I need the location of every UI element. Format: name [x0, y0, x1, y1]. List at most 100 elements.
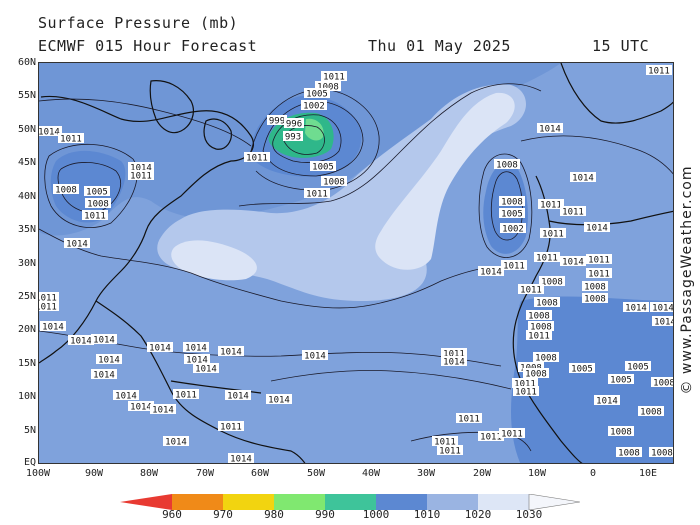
- isobar-label-bg: [225, 390, 251, 400]
- isobar-label-bg: [584, 222, 610, 232]
- isobar-label-bg: [113, 390, 139, 400]
- isobar-label-bg: [608, 374, 634, 384]
- isobar-label: 1011: [503, 262, 525, 272]
- isobar-label-bg: [58, 133, 84, 143]
- scale-label: 1000: [362, 508, 390, 521]
- isobar-label-bg: [570, 172, 596, 182]
- lon-label: 90W: [84, 468, 104, 479]
- lat-label: 15N: [17, 358, 36, 369]
- copyright-watermark: © www.PassageWeather.com: [676, 130, 698, 430]
- isobar-label-bg: [528, 321, 554, 331]
- fill-zone-very-high-east: [375, 92, 515, 270]
- isobar-label: 1014: [304, 352, 326, 362]
- isobar-label-bg: [513, 386, 539, 396]
- isobar-label: 1011: [246, 154, 268, 164]
- isobar-label: 1014: [625, 304, 647, 314]
- isobar-label-bg: [534, 252, 560, 262]
- isobar-label-bg: [321, 71, 347, 81]
- isobar-label-bg: [582, 281, 608, 291]
- isobar-label-bg: [96, 354, 122, 364]
- isobar-label: 1014: [586, 224, 608, 234]
- isobar-label: 1014: [130, 164, 152, 174]
- isobars: [39, 83, 673, 452]
- scale-swatch: [325, 494, 376, 510]
- isobar-label-bg: [244, 152, 270, 162]
- isobar-label: 1011: [443, 350, 465, 360]
- isobar-label: 1014: [186, 356, 208, 366]
- lon-label: 20W: [472, 468, 492, 479]
- isobar-label-bg: [39, 301, 59, 311]
- scale-swatch: [172, 494, 223, 510]
- isobar-label: 1011: [60, 135, 82, 145]
- isobar-label: 1008: [640, 408, 662, 418]
- isobar-label: 1014: [115, 392, 137, 402]
- isobar-label: 1014: [165, 438, 187, 448]
- lon-label: 50W: [306, 468, 326, 479]
- pressure-map[interactable]: 1011 1011 1008 1005 1002 999 996 993 1011 1005 100…: [38, 62, 674, 464]
- isobar-label: 996: [286, 120, 302, 130]
- isobar-label: 1014: [572, 174, 594, 184]
- isobar-label-bg: [560, 256, 586, 266]
- lat-label: 55N: [17, 90, 36, 101]
- isobar-label: 1014: [539, 125, 561, 135]
- isobar-label: 1005: [306, 90, 328, 100]
- scale-swatch: [427, 494, 478, 510]
- isobar-label: 1008: [496, 161, 518, 171]
- lat-label: 45N: [17, 157, 36, 168]
- isobar-label: 1011: [520, 286, 542, 296]
- isobar-label: 1011: [39, 294, 57, 304]
- isobar-label-bg: [64, 238, 90, 248]
- lon-label: 80W: [139, 468, 159, 479]
- isobar-label: 1011: [439, 447, 461, 457]
- isobar-label-bg: [478, 266, 504, 276]
- isobar-label-bg: [646, 65, 672, 75]
- isobar-label: 1011: [648, 67, 670, 77]
- isobar-label-bg: [494, 159, 520, 169]
- isobar-label-bg: [267, 115, 287, 125]
- isobar-label: 1011: [542, 230, 564, 240]
- lon-label: 10E: [638, 468, 658, 479]
- isobar-label: 1008: [651, 449, 673, 459]
- isobar-label-bg: [512, 378, 538, 388]
- lon-label: 10W: [527, 468, 547, 479]
- isobar-label: 1014: [149, 344, 171, 354]
- isobar-label: 1014: [220, 348, 242, 358]
- isobar-label-bg: [526, 330, 552, 340]
- isobar-label-bg: [651, 377, 673, 387]
- isobar-label-bg: [228, 453, 254, 463]
- isobar-label: 1002: [303, 102, 325, 112]
- isobar-label-bg: [586, 254, 612, 264]
- scale-swatch-cap: [528, 494, 580, 510]
- lon-label: 30W: [416, 468, 436, 479]
- lon-label: 40W: [361, 468, 381, 479]
- isobar-label-bg: [650, 302, 673, 312]
- isobar-label: 1014: [93, 371, 115, 381]
- isobar-label: 1014: [443, 358, 465, 368]
- isobar-label: 1011: [84, 212, 106, 222]
- lat-label: EQ: [23, 457, 36, 468]
- isobar-label-bg: [147, 342, 173, 352]
- isobar-label: 1014: [230, 455, 252, 465]
- isobar-label-bg: [623, 302, 649, 312]
- isobar-label: 1005: [571, 365, 593, 375]
- isobar-label-bg: [582, 293, 608, 303]
- isobar-label: 1005: [627, 363, 649, 373]
- isobar-label-bg: [85, 198, 111, 208]
- isobar-label: 1008: [501, 198, 523, 208]
- isobar-label: 1014: [268, 396, 290, 406]
- isobar-label: 1014: [70, 337, 92, 347]
- isobar-label-bg: [539, 276, 565, 286]
- isobar-label: 1011: [39, 303, 57, 313]
- isobar-label-bg: [523, 368, 549, 378]
- lon-label: 60W: [250, 468, 270, 479]
- isobar-label: 1005: [312, 163, 334, 173]
- lon-label: 0: [589, 468, 597, 479]
- scale-label: 1030: [515, 508, 543, 521]
- isobar-label: 1005: [501, 210, 523, 220]
- isobar-label-bg: [501, 260, 527, 270]
- fill-zone-high: [157, 84, 526, 301]
- isobar-label-bg: [68, 335, 94, 345]
- isobar-label-bg: [173, 389, 199, 399]
- isobar-label-bg: [616, 447, 642, 457]
